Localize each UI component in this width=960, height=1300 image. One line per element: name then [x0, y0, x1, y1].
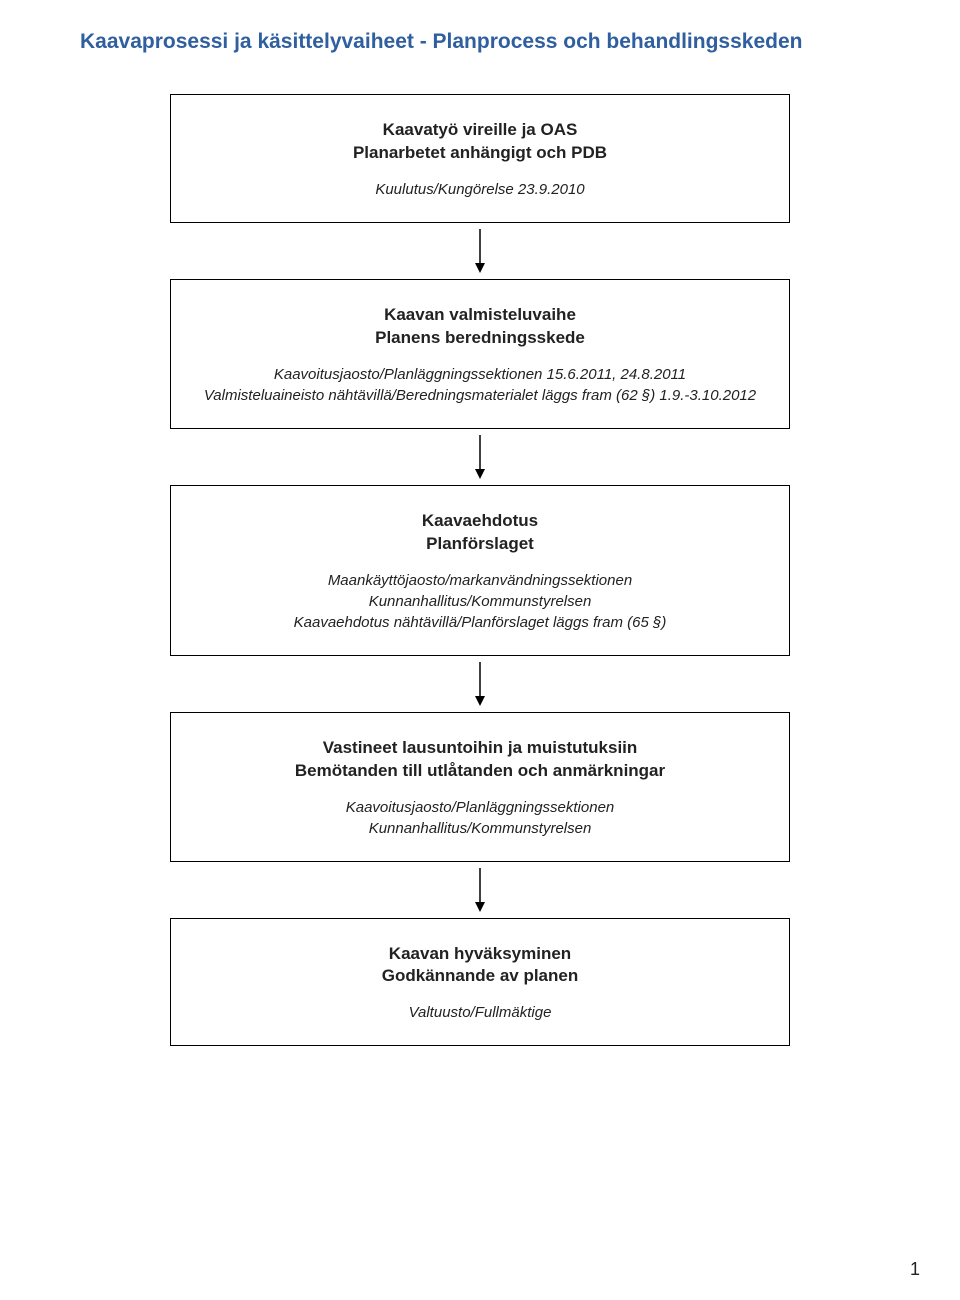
node-body: Valtuusto/Fullmäktige: [201, 1002, 759, 1023]
arrow-down-icon: [473, 229, 487, 273]
arrow-down-icon: [473, 868, 487, 912]
heading-line: Kaavatyö vireille ja OAS: [383, 120, 578, 139]
node-body: Kaavoitusjaosto/Planläggningssektionen 1…: [201, 364, 759, 406]
flow-node: Kaavan valmisteluvaihe Planens beredning…: [170, 279, 790, 429]
heading-line: Kaavan valmisteluvaihe: [384, 305, 576, 324]
body-line: Maankäyttöjaosto/markanvändningssektione…: [328, 572, 632, 589]
node-heading: Vastineet lausuntoihin ja muistutuksiin …: [201, 737, 759, 783]
body-line: Kaavoitusjaosto/Planläggningssektionen 1…: [274, 366, 686, 383]
node-heading: Kaavan hyväksyminen Godkännande av plane…: [201, 943, 759, 989]
arrow-down-icon: [473, 435, 487, 479]
page-number: 1: [910, 1259, 920, 1280]
node-body: Maankäyttöjaosto/markanvändningssektione…: [201, 570, 759, 633]
heading-line: Godkännande av planen: [382, 966, 579, 985]
body-line: Kunnanhallitus/Kommunstyrelsen: [369, 820, 592, 837]
heading-line: Planförslaget: [426, 534, 534, 553]
heading-line: Planens beredningsskede: [375, 328, 585, 347]
flow-node: Kaavaehdotus Planförslaget Maankäyttöjao…: [170, 485, 790, 656]
flow-node: Kaavatyö vireille ja OAS Planarbetet anh…: [170, 94, 790, 223]
heading-line: Vastineet lausuntoihin ja muistutuksiin: [323, 738, 638, 757]
heading-line: Kaavan hyväksyminen: [389, 944, 571, 963]
body-line: Kaavoitusjaosto/Planläggningssektionen: [346, 799, 615, 816]
heading-line: Planarbetet anhängigt och PDB: [353, 143, 607, 162]
flow-node: Kaavan hyväksyminen Godkännande av plane…: [170, 918, 790, 1047]
node-heading: Kaavaehdotus Planförslaget: [201, 510, 759, 556]
body-line: Valmisteluaineisto nähtävillä/Berednings…: [204, 387, 756, 404]
node-heading: Kaavatyö vireille ja OAS Planarbetet anh…: [201, 119, 759, 165]
heading-line: Bemötanden till utlåtanden och anmärknin…: [295, 761, 665, 780]
body-line: Kunnanhallitus/Kommunstyrelsen: [369, 593, 592, 610]
node-body: Kuulutus/Kungörelse 23.9.2010: [201, 179, 759, 200]
node-heading: Kaavan valmisteluvaihe Planens beredning…: [201, 304, 759, 350]
node-body: Kaavoitusjaosto/Planläggningssektionen K…: [201, 797, 759, 839]
body-line: Kaavaehdotus nähtävillä/Planförslaget lä…: [294, 614, 667, 631]
flowchart: Kaavatyö vireille ja OAS Planarbetet anh…: [80, 94, 880, 1046]
heading-line: Kaavaehdotus: [422, 511, 538, 530]
body-line: Valtuusto/Fullmäktige: [409, 1004, 552, 1021]
arrow-down-icon: [473, 662, 487, 706]
flow-node: Vastineet lausuntoihin ja muistutuksiin …: [170, 712, 790, 862]
body-line: Kuulutus/Kungörelse 23.9.2010: [375, 181, 584, 198]
page-title: Kaavaprosessi ja käsittelyvaiheet - Plan…: [80, 30, 880, 54]
